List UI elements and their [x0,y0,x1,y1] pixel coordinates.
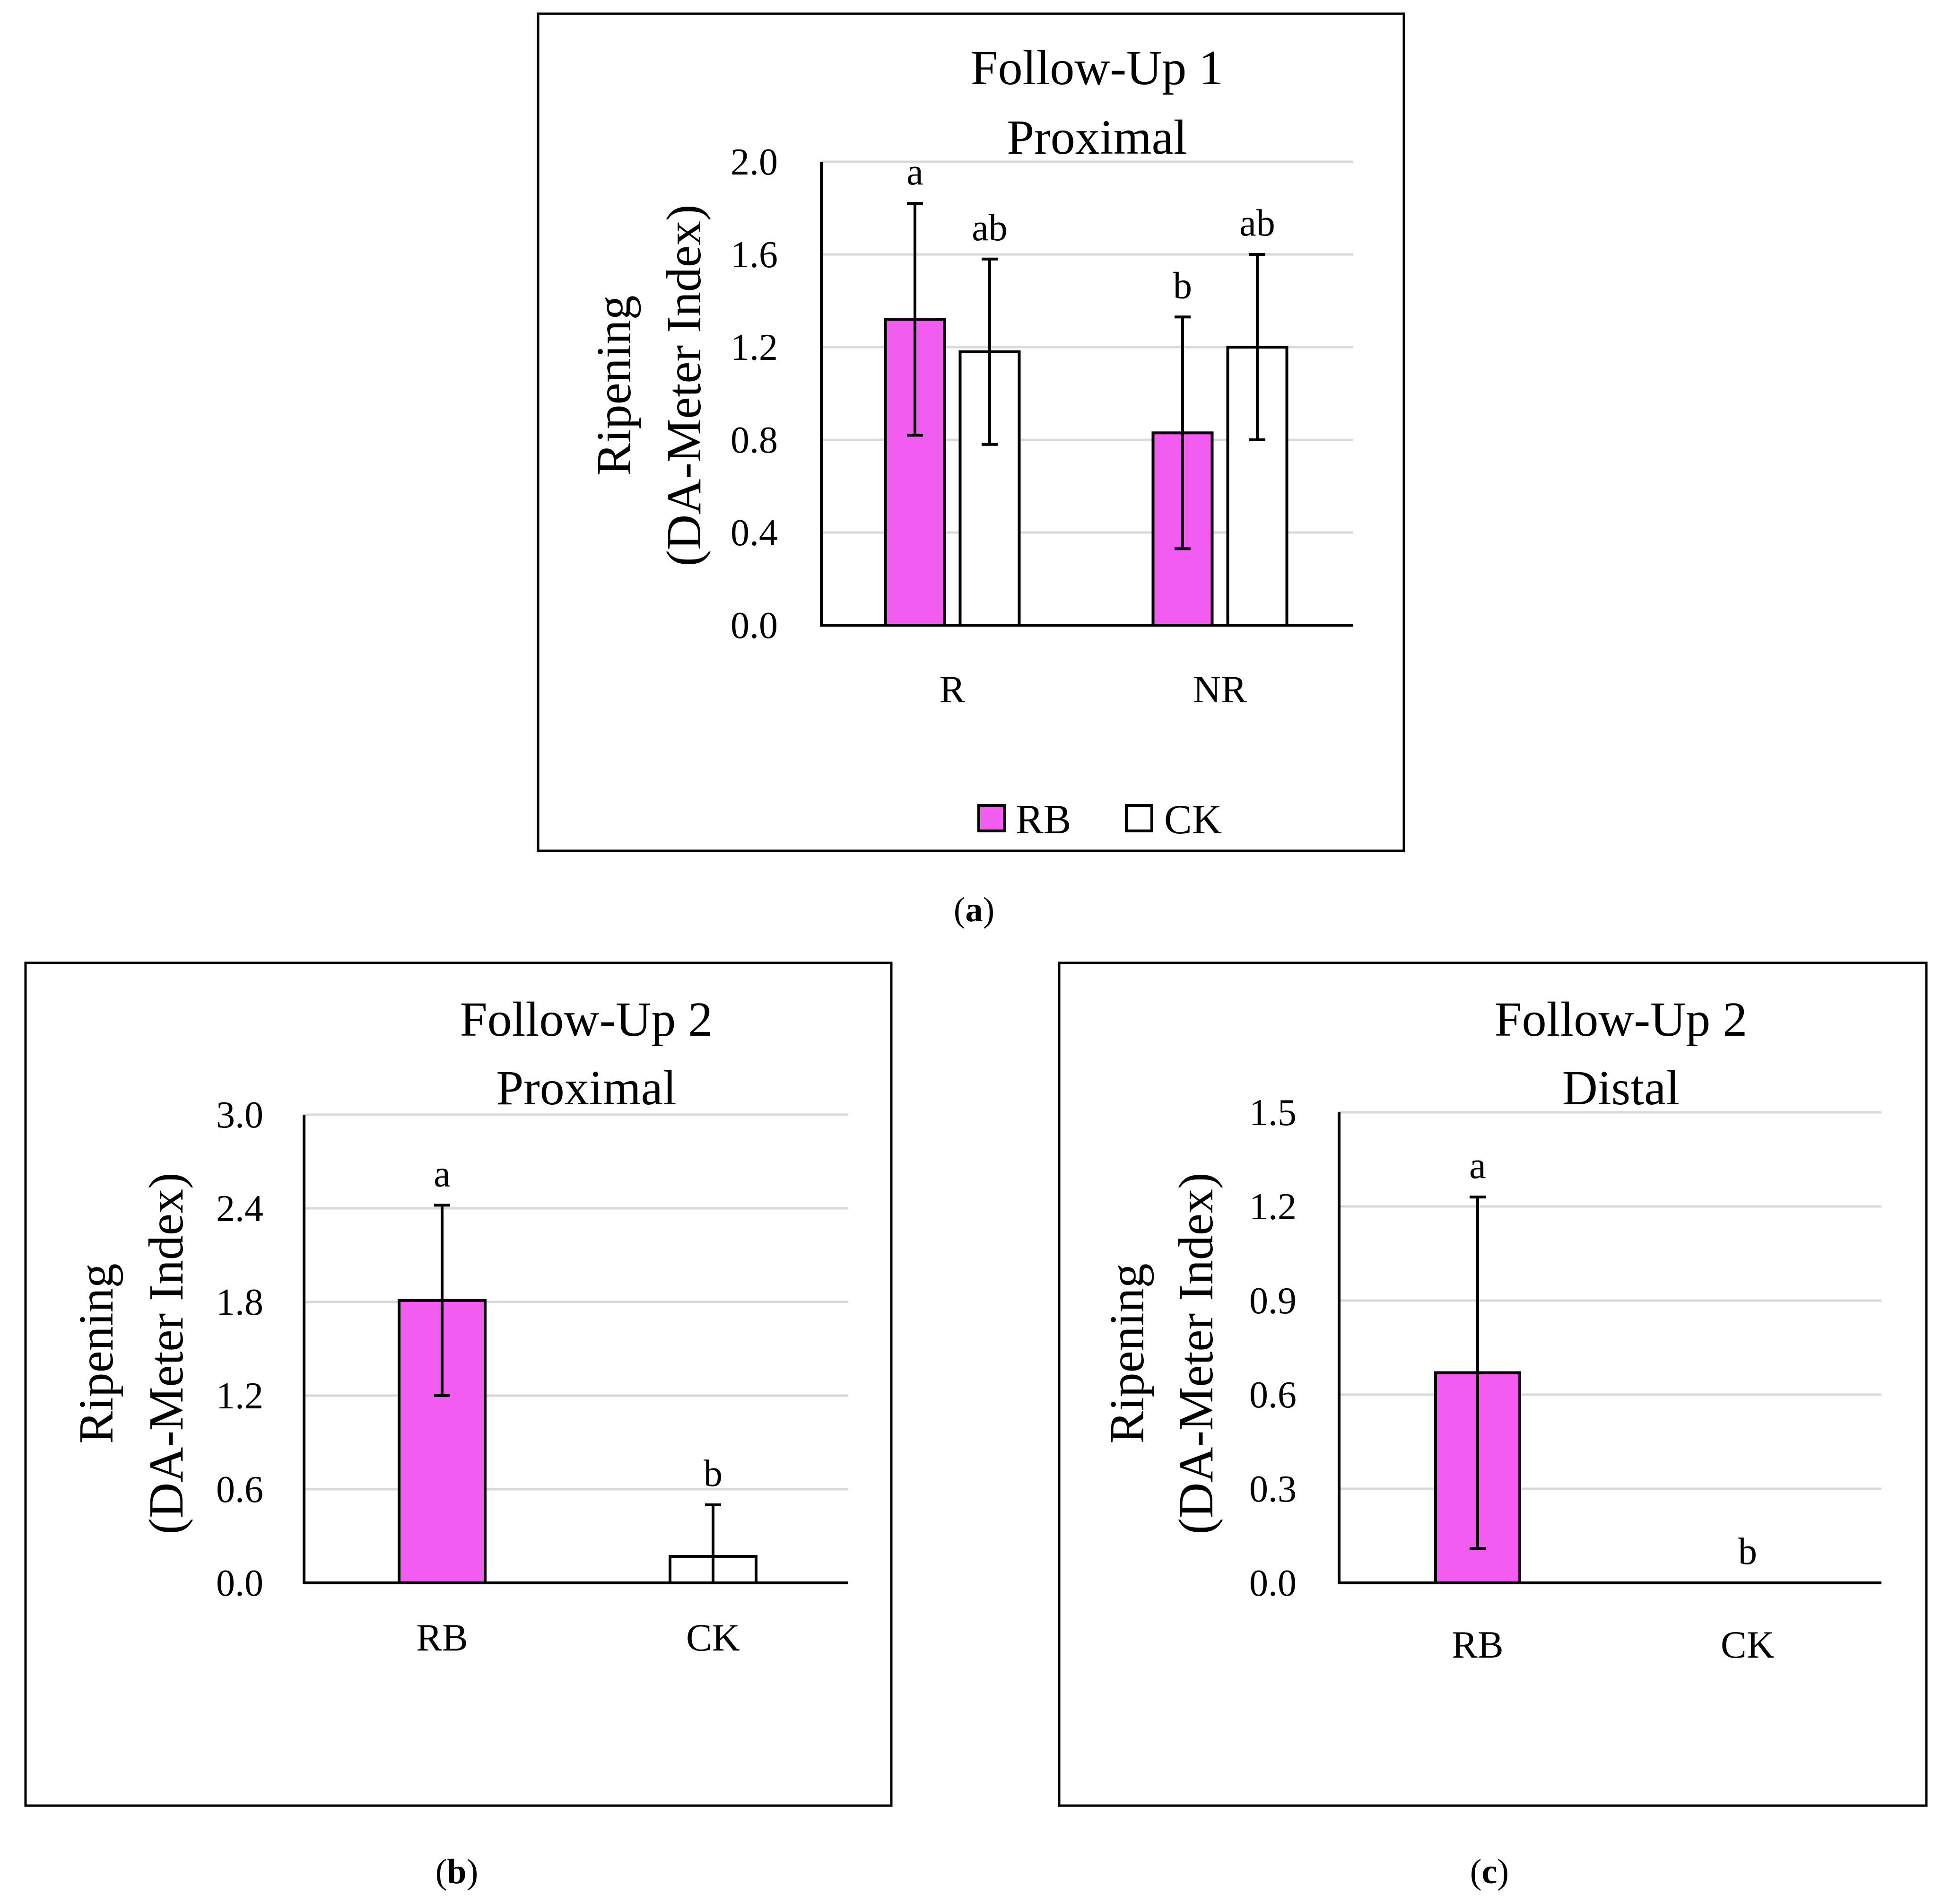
panel-c-y-tick-label: 1.5 [1249,1092,1297,1134]
panel-b-title-line2: Proximal [496,1061,676,1115]
panel-b-gridlines [304,1113,848,1491]
panel-c-category-label: CK [1721,1623,1775,1666]
panel-b-y-tick-label: 0.6 [216,1469,263,1511]
panel-b-category-label: CK [686,1616,740,1659]
panel-a-caption-letter: a [966,891,983,929]
panel-c-y-tick-label: 0.9 [1249,1280,1297,1322]
panel-a-y-tick-labels: 0.0 0.4 0.8 1.2 1.6 2.0 [731,141,778,646]
panel-a-error-bars [907,202,1265,550]
panel-b-ylabel-line1: Ripening [69,1263,123,1443]
panel-c-category-label: RB [1452,1623,1503,1666]
panel-c-category-labels: RB CK [1452,1623,1775,1666]
panel-b-caption: (b) [435,1852,478,1891]
chart-panel-c: Follow-Up 2 Distal Ripening (DA-Meter In… [1058,961,1928,1807]
panel-b-title-line1: Follow-Up 2 [460,992,713,1047]
panel-b-y-tick-labels: 0.0 0.6 1.2 1.8 2.4 3.0 [216,1094,263,1604]
legend: RB CK [977,797,1222,843]
panel-c-significance-letter-ck: b [1738,1531,1757,1572]
panel-b-caption-letter: b [447,1852,466,1891]
panel-b-y-tick-label: 1.2 [216,1375,263,1417]
panel-c-title-line2: Distal [1562,1061,1680,1115]
chart-panel-a: Follow-Up 1 Proximal Ripening (DA-Meter … [537,12,1405,852]
panel-a-y-tick-label: 1.6 [731,234,778,276]
legend-label-rb: RB [1016,797,1071,843]
panel-a-y-tick-label: 0.4 [731,512,778,554]
panel-c-y-tick-labels: 0.0 0.3 0.6 0.9 1.2 1.5 [1249,1092,1297,1604]
panel-c-gridlines [1339,1111,1881,1490]
legend-swatch-rb [977,804,1006,832]
panel-a-category-labels: R NR [940,668,1247,711]
panel-c-y-tick-label: 0.3 [1249,1468,1297,1510]
panel-a-bars [884,318,1288,627]
panel-a-y-tick-label: 0.8 [731,419,778,461]
panel-a-y-tick-label: 2.0 [731,141,778,183]
panel-a-significance-letter-rb-nr: b [1173,265,1192,306]
panel-c-caption: (c) [1470,1852,1509,1891]
panel-a-category-label: R [940,668,966,711]
panel-c-y-tick-label: 0.6 [1249,1374,1297,1416]
panel-a-significance-letter-ck-nr: ab [1239,202,1275,244]
panel-c-title-line1: Follow-Up 2 [1495,992,1747,1047]
panel-c-significance-letter-rb: a [1469,1145,1486,1187]
panel-c-y-tick-label: 1.2 [1249,1186,1297,1228]
panel-c-y-tick-label: 0.0 [1249,1563,1297,1604]
legend-swatch-ck [1125,804,1153,832]
panel-b-category-label: RB [416,1616,468,1659]
legend-label-ck: CK [1164,797,1222,843]
panel-a-y-tick-label: 0.0 [731,605,778,646]
panel-b-y-tick-label: 0.0 [216,1563,263,1604]
panel-c-significance-letters: ab [1469,1145,1757,1572]
panel-a-title-line2: Proximal [1007,110,1187,165]
panel-c-error-bars [1470,1196,1486,1550]
panel-b-ylabel-line2: (DA-Meter Index) [139,1172,193,1534]
panel-b-error-bars [434,1204,721,1583]
panel-c-caption-letter: c [1482,1852,1497,1891]
panel-b-y-tick-label: 3.0 [216,1094,263,1136]
panel-b-y-tick-label: 2.4 [216,1188,263,1230]
panel-a-ylabel-line2: (DA-Meter Index) [657,204,711,566]
panel-c-ylabel-line1: Ripening [1100,1263,1154,1443]
panel-b-significance-letter-ck: b [704,1453,723,1494]
panel-a-significance-letter-rb-r: a [906,151,923,193]
panel-c-ylabel-line2: (DA-Meter Index) [1169,1172,1223,1534]
panel-a-title-line1: Follow-Up 1 [971,41,1223,95]
panel-a-ylabel-line1: Ripening [587,295,641,475]
panel-b-category-labels: RB CK [416,1616,740,1659]
panel-b-significance-letter-rb: a [434,1153,451,1195]
panel-b-significance-letters: ab [434,1153,723,1494]
chart-panel-b: Follow-Up 2 Proximal Ripening (DA-Meter … [24,961,893,1807]
panel-a-y-tick-label: 1.2 [731,327,778,368]
panel-a-significance-letter-ck-r: ab [972,207,1008,249]
panel-a-caption: (a) [954,891,994,929]
panel-a-category-label: NR [1193,668,1247,711]
panel-b-y-tick-label: 1.8 [216,1282,263,1323]
